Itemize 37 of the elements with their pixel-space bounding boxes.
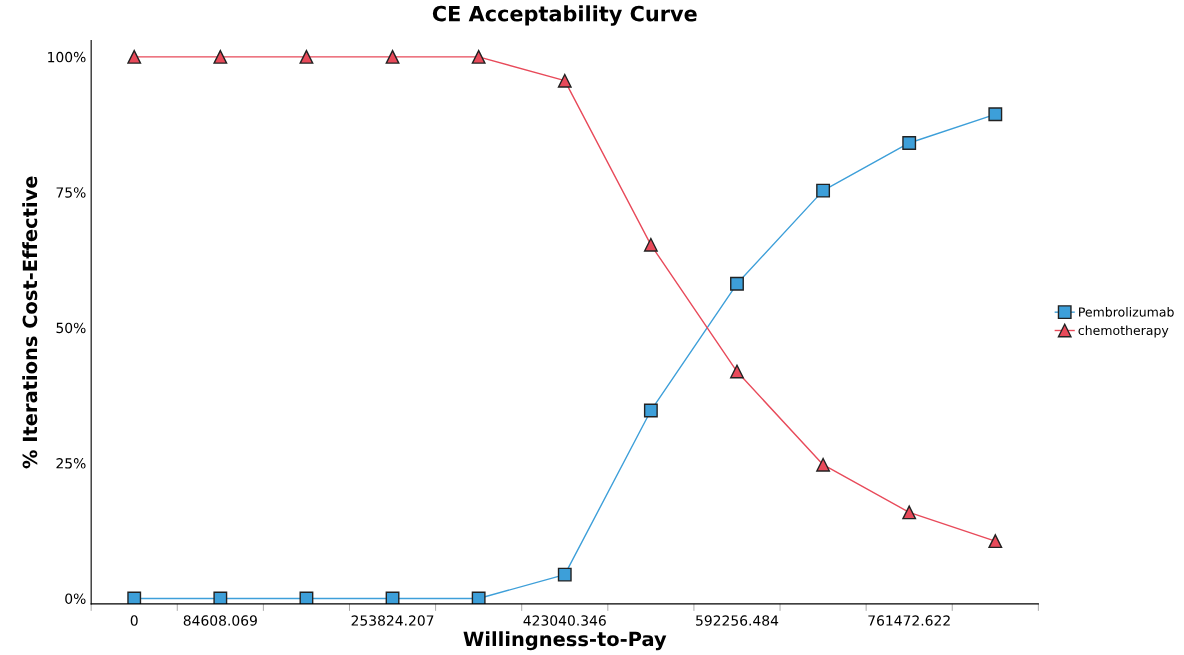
legend-label: chemotherapy bbox=[1078, 325, 1169, 338]
point bbox=[385, 49, 400, 64]
x-tick-label: 84608.069 bbox=[183, 615, 257, 626]
point bbox=[643, 237, 658, 252]
point bbox=[213, 49, 228, 64]
point bbox=[730, 276, 744, 291]
y-tick-label: 100% bbox=[48, 51, 86, 63]
point bbox=[902, 505, 917, 520]
x-tick-label: 761472.622 bbox=[868, 615, 950, 626]
point bbox=[557, 567, 572, 582]
point bbox=[816, 457, 831, 472]
point bbox=[643, 403, 658, 418]
point bbox=[471, 591, 486, 604]
x-tick-label: 253824.207 bbox=[351, 615, 434, 626]
y-tick-label: 0% bbox=[65, 593, 86, 604]
point bbox=[988, 534, 1003, 549]
chart-title: CE Acceptability Curve bbox=[432, 5, 697, 26]
legend-label: Pembrolizumab bbox=[1079, 307, 1174, 317]
y-tick-label: 75% bbox=[56, 187, 86, 198]
point bbox=[730, 364, 744, 379]
point bbox=[213, 591, 228, 604]
point bbox=[471, 49, 486, 64]
point bbox=[299, 49, 314, 64]
x-axis-title: Willingness-to-Pay bbox=[463, 631, 667, 651]
y-tick-label: 50% bbox=[56, 322, 86, 334]
point bbox=[557, 73, 572, 88]
point bbox=[127, 591, 142, 604]
x-tick-label: 592256.484 bbox=[696, 615, 779, 626]
point bbox=[127, 49, 142, 64]
y-tick-label: 25% bbox=[56, 458, 86, 469]
y-axis-title: % Iterations Cost-Effective bbox=[22, 176, 38, 469]
point bbox=[988, 107, 1003, 122]
point bbox=[299, 591, 314, 604]
x-tick-label: 0 bbox=[130, 615, 138, 626]
point bbox=[816, 183, 831, 198]
x-tick-label: 423040.346 bbox=[523, 615, 606, 626]
point bbox=[902, 136, 917, 150]
